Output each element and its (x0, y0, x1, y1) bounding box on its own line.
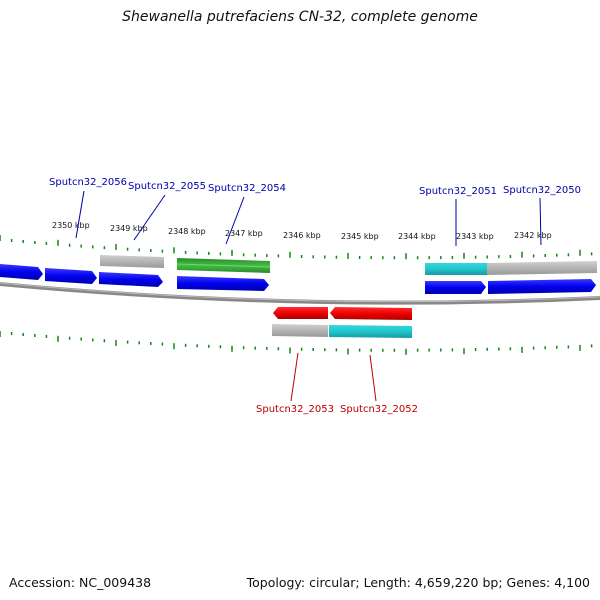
scale-label-2345: 2345 kbp (341, 232, 379, 241)
gene-feature-2050-gray[interactable] (487, 261, 597, 275)
cds-arrow-2055[interactable] (99, 272, 163, 287)
tick-row-reverse (0, 331, 593, 355)
scale-label-2348: 2348 kbp (168, 227, 206, 236)
gene-label-2054[interactable]: Sputcn32_2054 (208, 183, 286, 194)
leader-2056 (75, 190, 85, 239)
leader-2050 (539, 197, 542, 246)
gene-feature-2055-gray[interactable] (100, 255, 164, 268)
leader-2053 (290, 352, 299, 402)
scale-label-2342: 2342 kbp (514, 231, 552, 240)
scale-label-2346: 2346 kbp (283, 231, 321, 240)
leader-2052 (369, 354, 377, 402)
tick-row-forward (0, 235, 593, 260)
cds-arrow-2057[interactable] (0, 264, 43, 280)
gene-label-2056[interactable]: Sputcn32_2056 (49, 177, 127, 188)
gene-feature-2051-cyan[interactable] (425, 263, 487, 275)
cds-arrow-2054[interactable] (177, 276, 269, 291)
genome-backbone-highlight (0, 282, 600, 303)
cds-arrow-2053[interactable] (273, 307, 328, 319)
cds-arrow-2050[interactable] (488, 279, 596, 294)
gene-label-2055[interactable]: Sputcn32_2055 (128, 181, 206, 192)
scale-label-2344: 2344 kbp (398, 232, 436, 241)
genome-summary-text: Topology: circular; Length: 4,659,220 bp… (246, 575, 590, 590)
scale-label-2350: 2350 kbp (52, 221, 90, 230)
accession-text: Accession: NC_009438 (9, 575, 152, 590)
gene-label-2053[interactable]: Sputcn32_2053 (256, 404, 334, 415)
green-feature-stripe (176, 263, 271, 268)
gene-label-2051[interactable]: Sputcn32_2051 (419, 186, 497, 197)
leader-2054 (225, 196, 245, 245)
scale-label-2347: 2347 kbp (225, 229, 263, 238)
leader-2055 (133, 194, 166, 241)
gene-feature-2053-gray[interactable] (272, 324, 328, 337)
cds-arrow-2056[interactable] (45, 268, 97, 284)
genome-backbone (0, 282, 600, 305)
scale-label-2343: 2343 kbp (456, 232, 494, 241)
gene-label-2052[interactable]: Sputcn32_2052 (340, 404, 418, 415)
map-title: Shewanella putrefaciens CN-32, complete … (122, 9, 478, 25)
cds-arrow-2051[interactable] (425, 281, 486, 294)
gene-label-2050[interactable]: Sputcn32_2050 (503, 185, 581, 196)
cds-arrow-2052[interactable] (330, 307, 412, 320)
scale-label-2349: 2349 kbp (110, 224, 148, 233)
gene-feature-2052-cyan[interactable] (329, 325, 412, 338)
